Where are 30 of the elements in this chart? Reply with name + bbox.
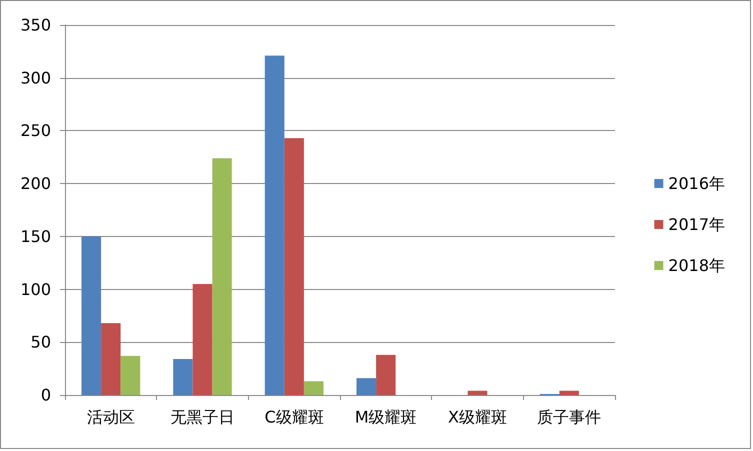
bar [120, 356, 140, 395]
y-tick-label: 250 [20, 121, 51, 140]
bar [192, 284, 212, 395]
x-tick-label: 无黑子日 [170, 408, 234, 426]
bar [559, 390, 579, 395]
legend-label: 2018年 [668, 256, 725, 275]
legend-label: 2017年 [668, 215, 725, 234]
legend-label: 2016年 [668, 174, 725, 193]
y-tick-label: 100 [20, 280, 51, 299]
bar [101, 323, 121, 395]
bar [264, 56, 284, 395]
y-tick-label: 50 [30, 332, 51, 352]
y-tick-label: 300 [20, 68, 51, 88]
bar [284, 138, 304, 395]
y-tick-label: 0 [40, 386, 51, 404]
x-tick-label: 质子事件 [537, 408, 602, 426]
y-tick-label: 350 [20, 16, 51, 34]
bar [82, 236, 102, 395]
y-tick-label: 200 [20, 174, 51, 194]
bar [304, 381, 324, 395]
y-tick-label: 150 [20, 226, 51, 246]
bar [468, 390, 488, 395]
x-tick-label: X级耀斑 [448, 408, 507, 426]
x-tick-label: C级耀斑 [264, 408, 324, 426]
bar [173, 359, 193, 395]
x-tick-label: M级耀斑 [354, 408, 417, 426]
bar [356, 378, 376, 395]
x-tick-label: 活动区 [86, 408, 135, 426]
bar [376, 354, 396, 395]
bar [212, 158, 232, 395]
